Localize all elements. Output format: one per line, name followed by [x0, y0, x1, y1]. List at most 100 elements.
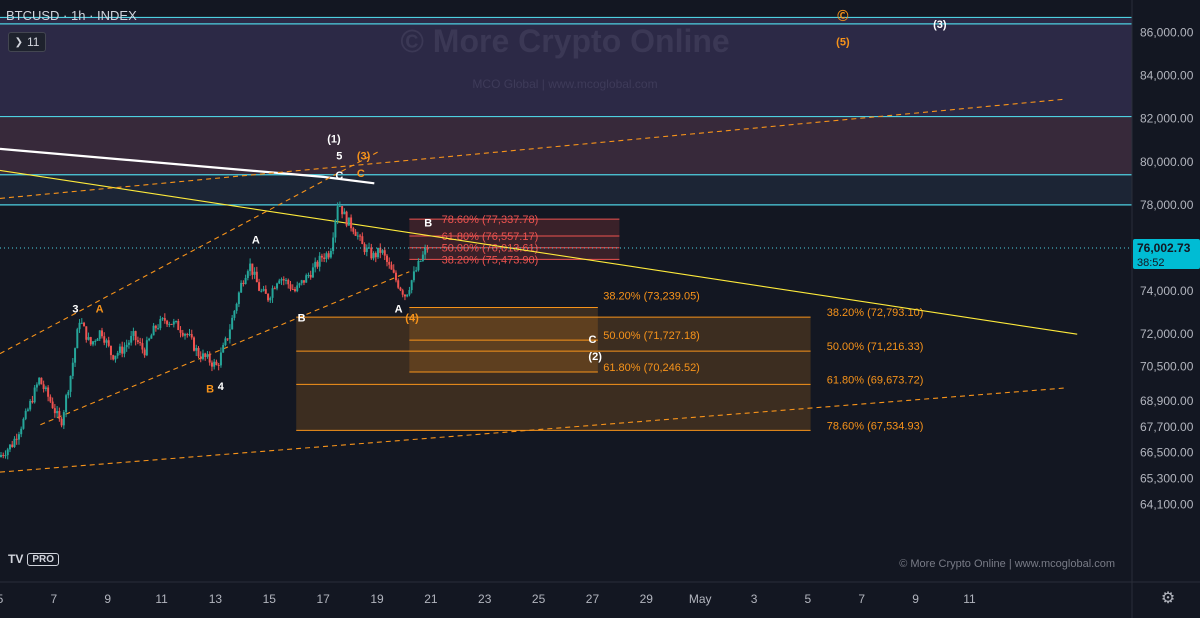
- candle-body: [273, 288, 276, 290]
- candle-body: [403, 294, 406, 297]
- candle-body: [172, 321, 175, 325]
- time-tick-label: 3: [751, 592, 758, 606]
- candle-body: [143, 349, 146, 356]
- candle-body: [22, 418, 25, 429]
- candle-body: [401, 290, 404, 295]
- candle-body: [112, 355, 115, 360]
- time-tick-label: 5: [805, 592, 812, 606]
- fib-level-label: 50.00% (71,727.18): [603, 330, 700, 342]
- price-tick-label: 72,000.00: [1140, 327, 1194, 341]
- candle-body: [298, 283, 301, 286]
- time-tick-label: 5: [0, 592, 4, 606]
- wave-label: A: [96, 304, 104, 316]
- candle-body: [379, 247, 382, 253]
- fib-level-label: 38.20% (75,473.90): [442, 254, 539, 266]
- wave-label: (2): [588, 351, 602, 363]
- candle-body: [408, 290, 411, 295]
- candle-body: [192, 337, 195, 351]
- wave-label: B: [206, 383, 214, 395]
- plot-area: © More Crypto Online MCO Global | www.mco…: [0, 9, 1132, 570]
- candle-body: [365, 247, 368, 253]
- candle-body: [38, 377, 41, 385]
- candle-body: [6, 449, 9, 456]
- gear-icon[interactable]: ⚙: [1160, 590, 1176, 607]
- fib-level-label: 61.80% (70,246.52): [603, 362, 700, 374]
- fib-level-label: 61.80% (69,673.72): [827, 374, 924, 386]
- candle-body: [347, 217, 350, 226]
- price-tick-label: 82,000.00: [1140, 112, 1194, 126]
- candle-body: [385, 255, 388, 262]
- candle-body: [399, 287, 402, 291]
- tradingview-logo[interactable]: TV PRO: [8, 552, 60, 566]
- time-tick-label: 13: [209, 592, 223, 606]
- candle-body: [309, 274, 312, 278]
- candle-body: [282, 279, 285, 281]
- candle-body: [26, 409, 29, 411]
- fib-level-label: 50.00% (76,013.61): [442, 243, 539, 255]
- time-tick-label: 11: [963, 592, 976, 606]
- candle-body: [210, 362, 213, 367]
- candle-body: [42, 384, 45, 390]
- candle-body: [280, 279, 283, 281]
- candle-body: [157, 328, 160, 330]
- price-tick-label: 70,500.00: [1140, 360, 1194, 374]
- wave-label: (1): [327, 133, 341, 145]
- wave-label: 4: [218, 381, 225, 393]
- range-box: [0, 17, 1132, 117]
- candle-body: [237, 292, 240, 304]
- price-tick-label: 67,700.00: [1140, 420, 1194, 434]
- watermark-text: © More Crypto Online: [400, 23, 729, 59]
- candle-body: [242, 282, 245, 285]
- candle-body: [33, 387, 36, 403]
- candle-body: [98, 330, 101, 339]
- candle-body: [74, 348, 77, 363]
- interval-toggle[interactable]: ❯ 11: [8, 32, 46, 52]
- fib-level-label: 78.60% (67,534.93): [827, 420, 924, 432]
- candle-body: [154, 325, 157, 329]
- candle-body: [11, 444, 14, 447]
- candle-body: [300, 280, 303, 284]
- candle-body: [356, 235, 359, 237]
- candle-body: [406, 294, 409, 297]
- candle-body: [175, 320, 178, 322]
- candle-body: [278, 280, 281, 284]
- trendline-channel-lower: [40, 271, 410, 426]
- candle-body: [47, 387, 50, 397]
- wave-label: B: [298, 312, 306, 324]
- candle-body: [208, 354, 211, 363]
- candle-body: [204, 353, 207, 357]
- price-tick-label: 78,000.00: [1140, 198, 1194, 212]
- candle-body: [4, 455, 7, 457]
- candle-body: [107, 340, 110, 346]
- time-tick-label: 25: [532, 592, 546, 606]
- candle-body: [24, 410, 27, 419]
- price-tick-label: 84,000.00: [1140, 69, 1194, 83]
- price-tick-label: 68,900.00: [1140, 394, 1194, 408]
- candle-body: [287, 279, 290, 285]
- wave-label: B: [424, 217, 432, 229]
- candle-body: [285, 279, 288, 281]
- candle-body: [170, 323, 173, 325]
- wave-label: A: [252, 235, 260, 247]
- candle-body: [419, 260, 422, 262]
- candle-body: [258, 282, 261, 291]
- candle-body: [118, 346, 121, 353]
- symbol-title[interactable]: BTCUSD · 1h · INDEX: [6, 8, 137, 23]
- candle-body: [325, 253, 328, 259]
- candle-body: [244, 278, 247, 285]
- candle-body: [0, 454, 2, 458]
- candle-body: [267, 293, 270, 301]
- candle-body: [253, 271, 256, 275]
- candle-body: [368, 247, 371, 249]
- candle-body: [262, 289, 265, 291]
- candle-body: [150, 335, 153, 339]
- candle-body: [314, 261, 317, 268]
- candle-body: [350, 217, 353, 229]
- candle-body: [345, 211, 348, 226]
- time-tick-label: 7: [51, 592, 58, 606]
- candle-body: [354, 231, 357, 236]
- candle-body: [130, 335, 133, 343]
- candle-body: [13, 438, 16, 447]
- price-tick-label: 80,000.00: [1140, 155, 1194, 169]
